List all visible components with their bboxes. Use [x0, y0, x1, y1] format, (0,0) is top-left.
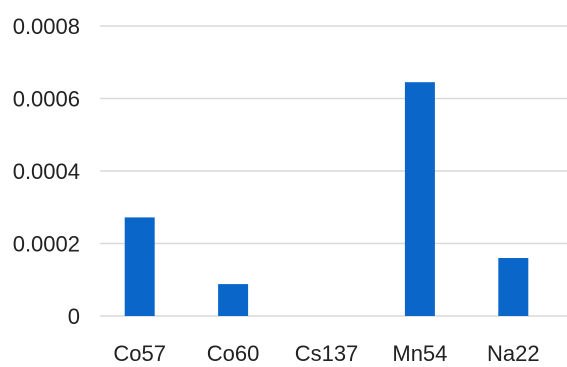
bars — [124, 82, 529, 316]
x-tick-label: Na22 — [487, 341, 540, 366]
bar-na22 — [498, 258, 529, 316]
y-tick-label: 0.0006 — [13, 87, 80, 112]
x-tick-label: Co57 — [113, 341, 166, 366]
x-tick-label: Mn54 — [392, 341, 447, 366]
y-tick-label: 0 — [68, 304, 80, 329]
bar-mn54 — [404, 82, 435, 316]
x-tick-label: Co60 — [207, 341, 260, 366]
y-tick-label: 0.0004 — [13, 159, 80, 184]
y-axis-tick-labels: 0 0.0002 0.0004 0.0006 0.0008 — [13, 14, 80, 329]
bar-co57 — [124, 217, 155, 316]
x-tick-label: Cs137 — [295, 341, 359, 366]
gridlines — [100, 25, 567, 317]
y-tick-label: 0.0008 — [13, 14, 80, 39]
bar-co60 — [218, 284, 249, 316]
y-tick-label: 0.0002 — [13, 232, 80, 257]
x-axis-tick-labels: Co57 Co60 Cs137 Mn54 Na22 — [113, 341, 539, 366]
